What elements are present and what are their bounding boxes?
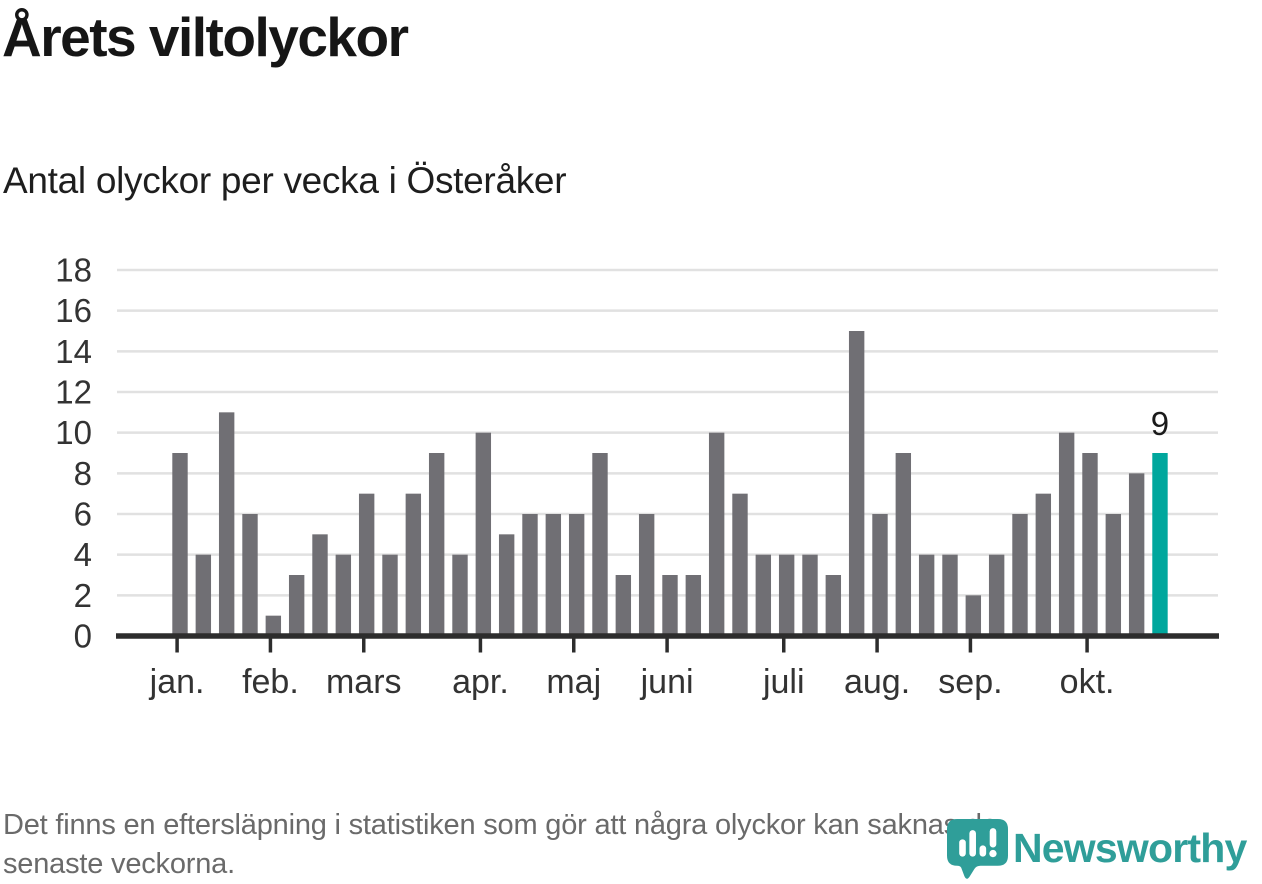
y-axis-label: 16 xyxy=(55,292,92,329)
newsworthy-icon xyxy=(947,819,1008,879)
bar xyxy=(965,595,982,636)
bar xyxy=(265,615,282,636)
bar xyxy=(988,554,1005,636)
x-axis-label: jan. xyxy=(149,663,205,701)
bar xyxy=(1058,432,1075,636)
footnote-line-1: Det finns en eftersläpning i statistiken… xyxy=(3,809,998,841)
newsworthy-logo: Newsworthy xyxy=(947,818,1262,879)
bar xyxy=(312,534,328,636)
bar xyxy=(358,493,375,636)
bar xyxy=(522,514,538,636)
bar xyxy=(778,554,795,636)
bar xyxy=(452,554,468,636)
bar xyxy=(1128,473,1145,636)
bar xyxy=(475,432,492,636)
bar xyxy=(802,554,818,636)
x-axis-label: aug. xyxy=(844,663,910,701)
bar xyxy=(1035,493,1052,636)
y-axis-label: 0 xyxy=(74,618,92,655)
x-axis-label: maj xyxy=(546,663,601,701)
x-axis-label: mars xyxy=(326,663,402,701)
x-axis-label: feb. xyxy=(242,663,299,701)
logo-bar-2 xyxy=(969,830,976,857)
bar-highlight xyxy=(1152,453,1168,636)
logo-exclamation-dot xyxy=(989,849,997,858)
bar xyxy=(1012,514,1028,636)
bar xyxy=(942,554,958,636)
bar xyxy=(848,331,865,636)
bar xyxy=(568,514,585,636)
y-axis-label: 4 xyxy=(74,536,92,573)
y-axis-label: 2 xyxy=(74,577,92,614)
y-axis-label: 14 xyxy=(55,333,92,370)
x-axis-label: sep. xyxy=(938,663,1002,701)
bar xyxy=(195,554,212,636)
bar xyxy=(1105,514,1122,636)
bar xyxy=(405,493,422,636)
bar xyxy=(335,554,352,636)
bar xyxy=(638,514,655,636)
logo-bar-1 xyxy=(959,839,966,857)
x-axis-label: juli xyxy=(762,663,805,701)
y-axis-label: 6 xyxy=(74,496,92,533)
bar xyxy=(218,412,235,636)
bar xyxy=(428,453,445,636)
y-axis-label: 18 xyxy=(55,252,92,289)
bar xyxy=(382,554,398,636)
chart-title: Årets viltolyckor xyxy=(2,6,409,68)
logo-bar-3 xyxy=(979,845,987,857)
bar xyxy=(732,493,748,636)
bar xyxy=(545,514,562,636)
y-axis-label: 12 xyxy=(55,374,92,411)
bar xyxy=(242,514,258,636)
bar xyxy=(895,453,912,636)
bar xyxy=(872,514,888,636)
x-axis-label: apr. xyxy=(452,663,509,701)
chart-subtitle: Antal olyckor per vecka i Österåker xyxy=(3,160,567,201)
bar xyxy=(755,554,772,636)
y-axis-label: 10 xyxy=(55,414,92,451)
y-axis-label: 8 xyxy=(74,455,92,492)
value-label: 9 xyxy=(1151,405,1169,442)
logo-exclamation-stem xyxy=(989,828,997,848)
bar xyxy=(498,534,515,636)
bar xyxy=(662,575,678,636)
footnote-line-2: senaste veckorna. xyxy=(3,848,235,880)
bar xyxy=(592,453,608,636)
x-axis-label: okt. xyxy=(1060,663,1115,701)
bar xyxy=(172,453,188,636)
bar xyxy=(1082,453,1098,636)
bar xyxy=(918,554,935,636)
bar xyxy=(615,575,632,636)
newsworthy-wordmark: Newsworthy xyxy=(1013,825,1247,871)
x-axis-label: juni xyxy=(640,663,694,701)
bar xyxy=(288,575,305,636)
bar xyxy=(685,575,702,636)
bar xyxy=(825,575,842,636)
bar xyxy=(708,432,725,636)
footnote: Det finns en eftersläpning i statistiken… xyxy=(3,806,998,884)
